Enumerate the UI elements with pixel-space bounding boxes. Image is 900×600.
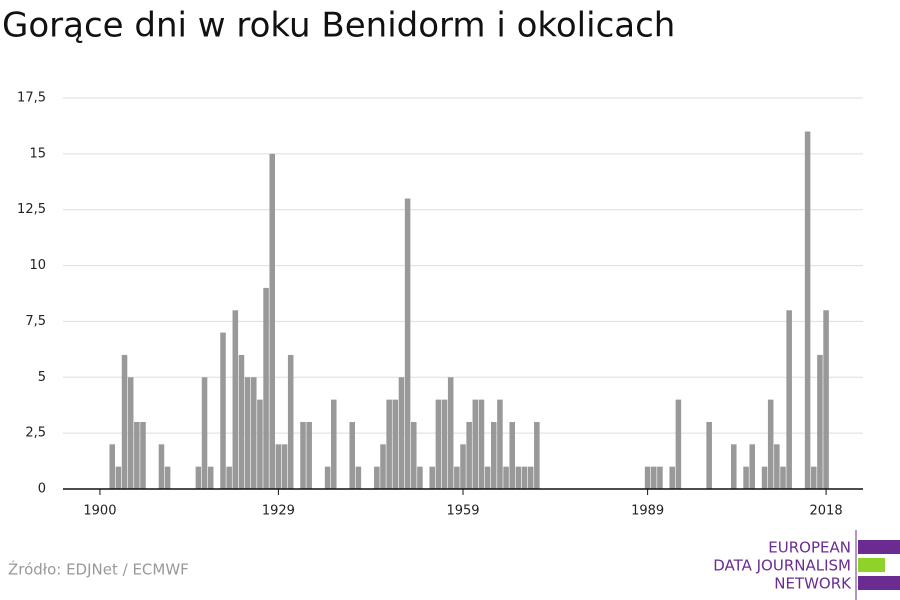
- bar: [392, 399, 399, 489]
- bar: [447, 377, 454, 489]
- y-tick-label: 0: [38, 482, 46, 497]
- bar: [331, 399, 337, 489]
- bar: [669, 466, 675, 489]
- bar: [767, 399, 774, 489]
- bar: [238, 354, 245, 489]
- y-tick-label: 12,5: [17, 202, 46, 217]
- bar: [774, 444, 780, 489]
- bar: [287, 354, 294, 489]
- bar: [355, 466, 362, 489]
- bar: [109, 444, 115, 489]
- y-tick-label: 7,5: [25, 314, 46, 329]
- bar: [417, 466, 423, 489]
- bar: [515, 466, 522, 489]
- logo-block: [858, 576, 900, 590]
- bar: [244, 377, 251, 489]
- bar: [398, 377, 405, 489]
- y-tick-label: 10: [29, 258, 46, 273]
- bar: [743, 466, 749, 489]
- bar: [484, 466, 491, 489]
- bar: [497, 399, 503, 489]
- bar: [478, 399, 485, 489]
- bar: [521, 466, 528, 489]
- bar: [644, 466, 651, 489]
- bar: [460, 444, 466, 489]
- bar: [435, 399, 442, 489]
- bar: [281, 444, 288, 489]
- bar: [207, 466, 214, 489]
- x-tick-label: 1929: [262, 504, 295, 519]
- bar: [324, 466, 331, 489]
- bar: [269, 153, 275, 489]
- bar: [503, 466, 509, 489]
- bar: [257, 399, 263, 489]
- bar: [823, 310, 829, 489]
- bar: [158, 444, 165, 489]
- bar: [275, 444, 282, 489]
- x-tick-label: 1900: [83, 504, 116, 519]
- bar: [263, 287, 269, 489]
- source: Źródło: EDJNet / ECMWF: [8, 560, 189, 579]
- bar: [534, 421, 540, 489]
- bar: [195, 466, 202, 489]
- bar: [374, 466, 380, 489]
- bar: [651, 466, 657, 489]
- bar: [509, 421, 515, 489]
- bar: [220, 332, 226, 489]
- bar: [300, 421, 306, 489]
- bar: [527, 466, 534, 489]
- bar: [786, 310, 792, 489]
- bar: [454, 466, 460, 489]
- bar: [404, 198, 411, 490]
- logo-text: EUROPEAN: [768, 539, 851, 557]
- bar: [675, 399, 682, 489]
- bar: [232, 310, 239, 489]
- logo-block: [858, 540, 900, 554]
- bar: [140, 421, 146, 489]
- x-tick-label: 1989: [631, 504, 664, 519]
- logo-text: DATA JOURNALISM: [713, 557, 851, 575]
- bar: [127, 377, 134, 489]
- bar: [804, 131, 811, 489]
- bar: [115, 466, 122, 489]
- bar: [472, 399, 479, 489]
- bar: [134, 421, 140, 489]
- bar: [706, 421, 712, 489]
- bar: [226, 466, 232, 489]
- y-tick-label: 2,5: [25, 426, 46, 441]
- bar: [657, 466, 663, 489]
- bar: [349, 421, 355, 489]
- bar: [386, 399, 392, 489]
- bar: [811, 466, 817, 489]
- y-tick-label: 17,5: [17, 91, 46, 106]
- y-tick-label: 5: [38, 370, 46, 385]
- bar: [429, 466, 435, 489]
- bar: [201, 377, 208, 489]
- logo-block: [858, 558, 885, 572]
- bar: [491, 421, 497, 489]
- bar: [380, 444, 386, 489]
- chart-title: Gorące dni w roku Benidorm i okolicach: [2, 6, 675, 46]
- bar: [731, 444, 737, 489]
- bar: [761, 466, 768, 489]
- bar: [164, 466, 171, 489]
- bar: [251, 377, 257, 489]
- bar: [306, 421, 312, 489]
- bar: [411, 421, 417, 489]
- bar: [441, 399, 448, 489]
- bar: [749, 444, 755, 489]
- x-tick-label: 2018: [810, 504, 843, 519]
- bar: [817, 354, 823, 489]
- x-tick-label: 1959: [446, 504, 479, 519]
- bar: [466, 421, 472, 489]
- logo-text: NETWORK: [774, 575, 852, 593]
- bar: [121, 354, 128, 489]
- y-tick-label: 15: [29, 146, 46, 161]
- bar: [780, 466, 786, 489]
